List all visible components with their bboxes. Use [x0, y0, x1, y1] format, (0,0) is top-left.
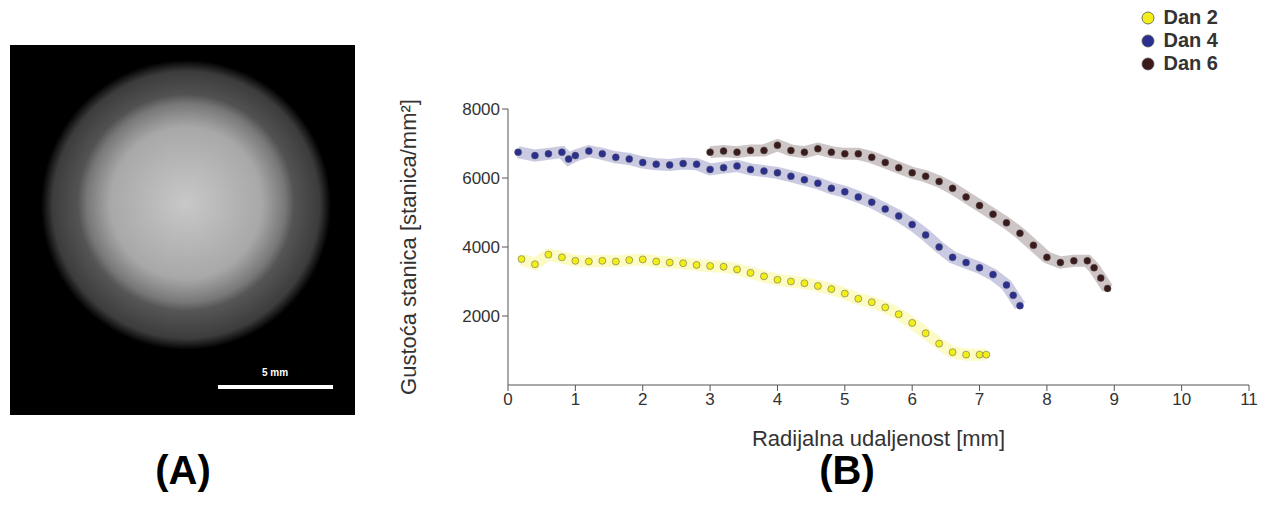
html-text:Dan 6: Dan 6 — [1163, 52, 1218, 74]
html-text:(B): (B) — [819, 448, 875, 492]
svg-text:11: 11 — [1240, 390, 1258, 409]
svg-text:8: 8 — [1042, 390, 1051, 409]
svg-text:6: 6 — [907, 390, 916, 409]
svg-text:9: 9 — [1110, 390, 1119, 409]
svg-text:5 mm: 5 mm — [262, 367, 288, 378]
svg-text:4: 4 — [773, 390, 782, 409]
svg-text:8000: 8000 — [462, 100, 500, 119]
svg-text:0: 0 — [503, 390, 512, 409]
svg-text:5: 5 — [840, 390, 849, 409]
svg-text:7: 7 — [975, 390, 984, 409]
svg-text:3: 3 — [705, 390, 714, 409]
svg-text:Radijalna udaljenost [mm]: Radijalna udaljenost [mm] — [752, 426, 1005, 451]
html-text:Dan 2: Dan 2 — [1163, 6, 1218, 28]
svg-text:4000: 4000 — [462, 238, 500, 257]
svg-text:1: 1 — [571, 390, 580, 409]
html-text:Dan 4: Dan 4 — [1163, 29, 1218, 51]
svg-text:2000: 2000 — [462, 307, 500, 326]
svg-text:2: 2 — [638, 390, 647, 409]
svg-text:6000: 6000 — [462, 169, 500, 188]
svg-text:Gustoća stanica [stanica/mm²]: Gustoća stanica [stanica/mm²] — [396, 99, 421, 395]
html-text:(A): (A) — [155, 448, 211, 492]
svg-text:10: 10 — [1172, 390, 1191, 409]
